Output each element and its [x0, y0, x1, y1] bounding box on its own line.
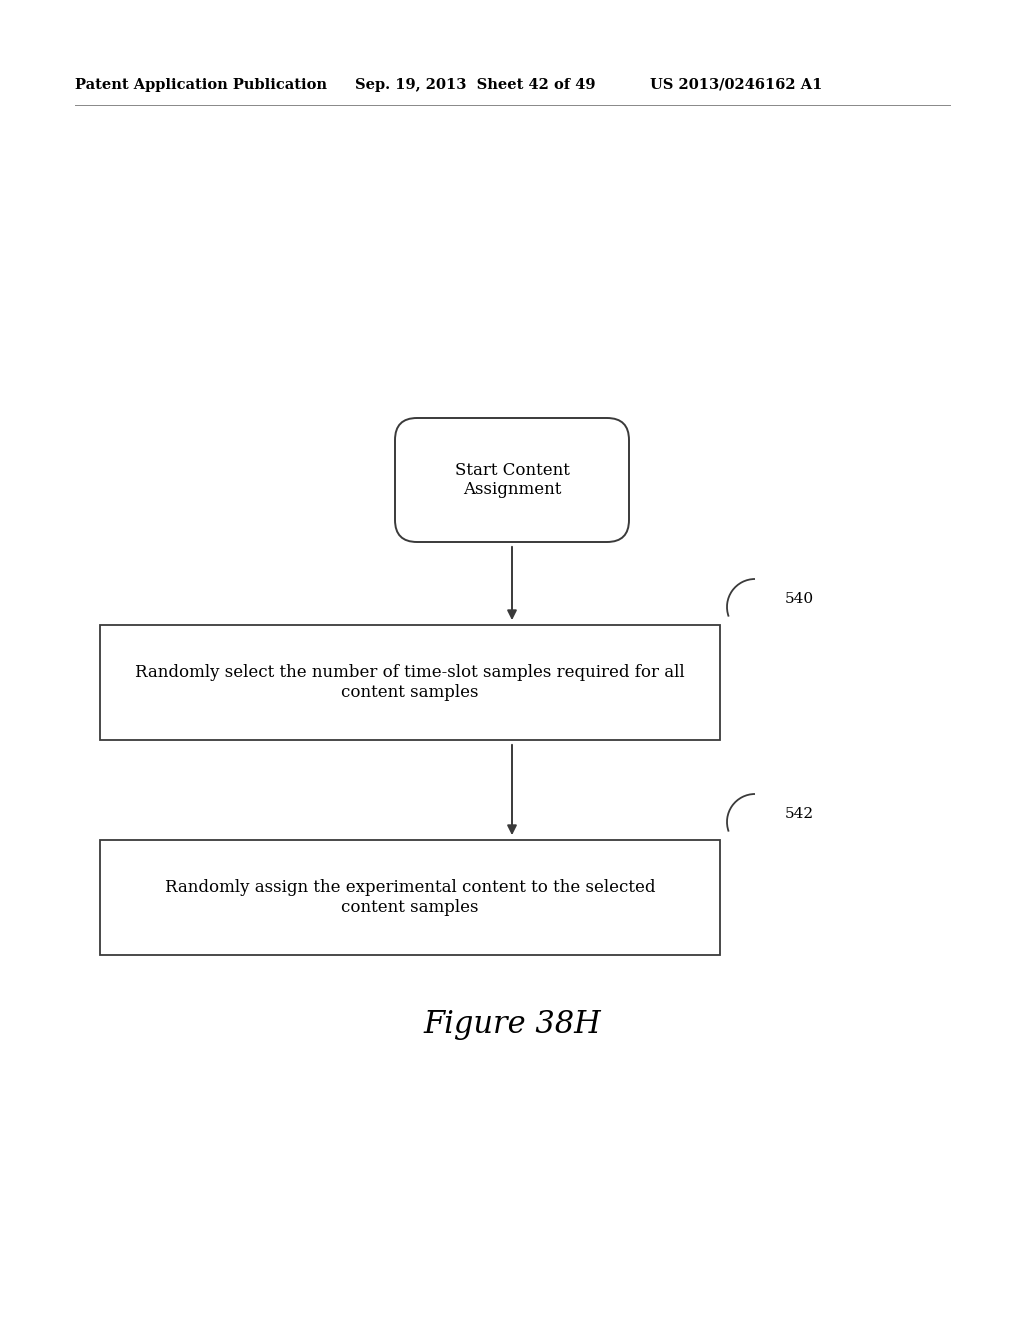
- FancyBboxPatch shape: [395, 418, 629, 543]
- Text: US 2013/0246162 A1: US 2013/0246162 A1: [650, 78, 822, 92]
- FancyBboxPatch shape: [100, 624, 720, 741]
- Text: 542: 542: [785, 807, 814, 821]
- Text: Patent Application Publication: Patent Application Publication: [75, 78, 327, 92]
- Text: Randomly assign the experimental content to the selected
content samples: Randomly assign the experimental content…: [165, 879, 655, 916]
- Text: Start Content
Assignment: Start Content Assignment: [455, 462, 569, 498]
- FancyBboxPatch shape: [100, 840, 720, 954]
- Text: Figure 38H: Figure 38H: [423, 1010, 601, 1040]
- Text: Randomly select the number of time-slot samples required for all
content samples: Randomly select the number of time-slot …: [135, 664, 685, 701]
- Text: Sep. 19, 2013  Sheet 42 of 49: Sep. 19, 2013 Sheet 42 of 49: [355, 78, 596, 92]
- Text: 540: 540: [785, 591, 814, 606]
